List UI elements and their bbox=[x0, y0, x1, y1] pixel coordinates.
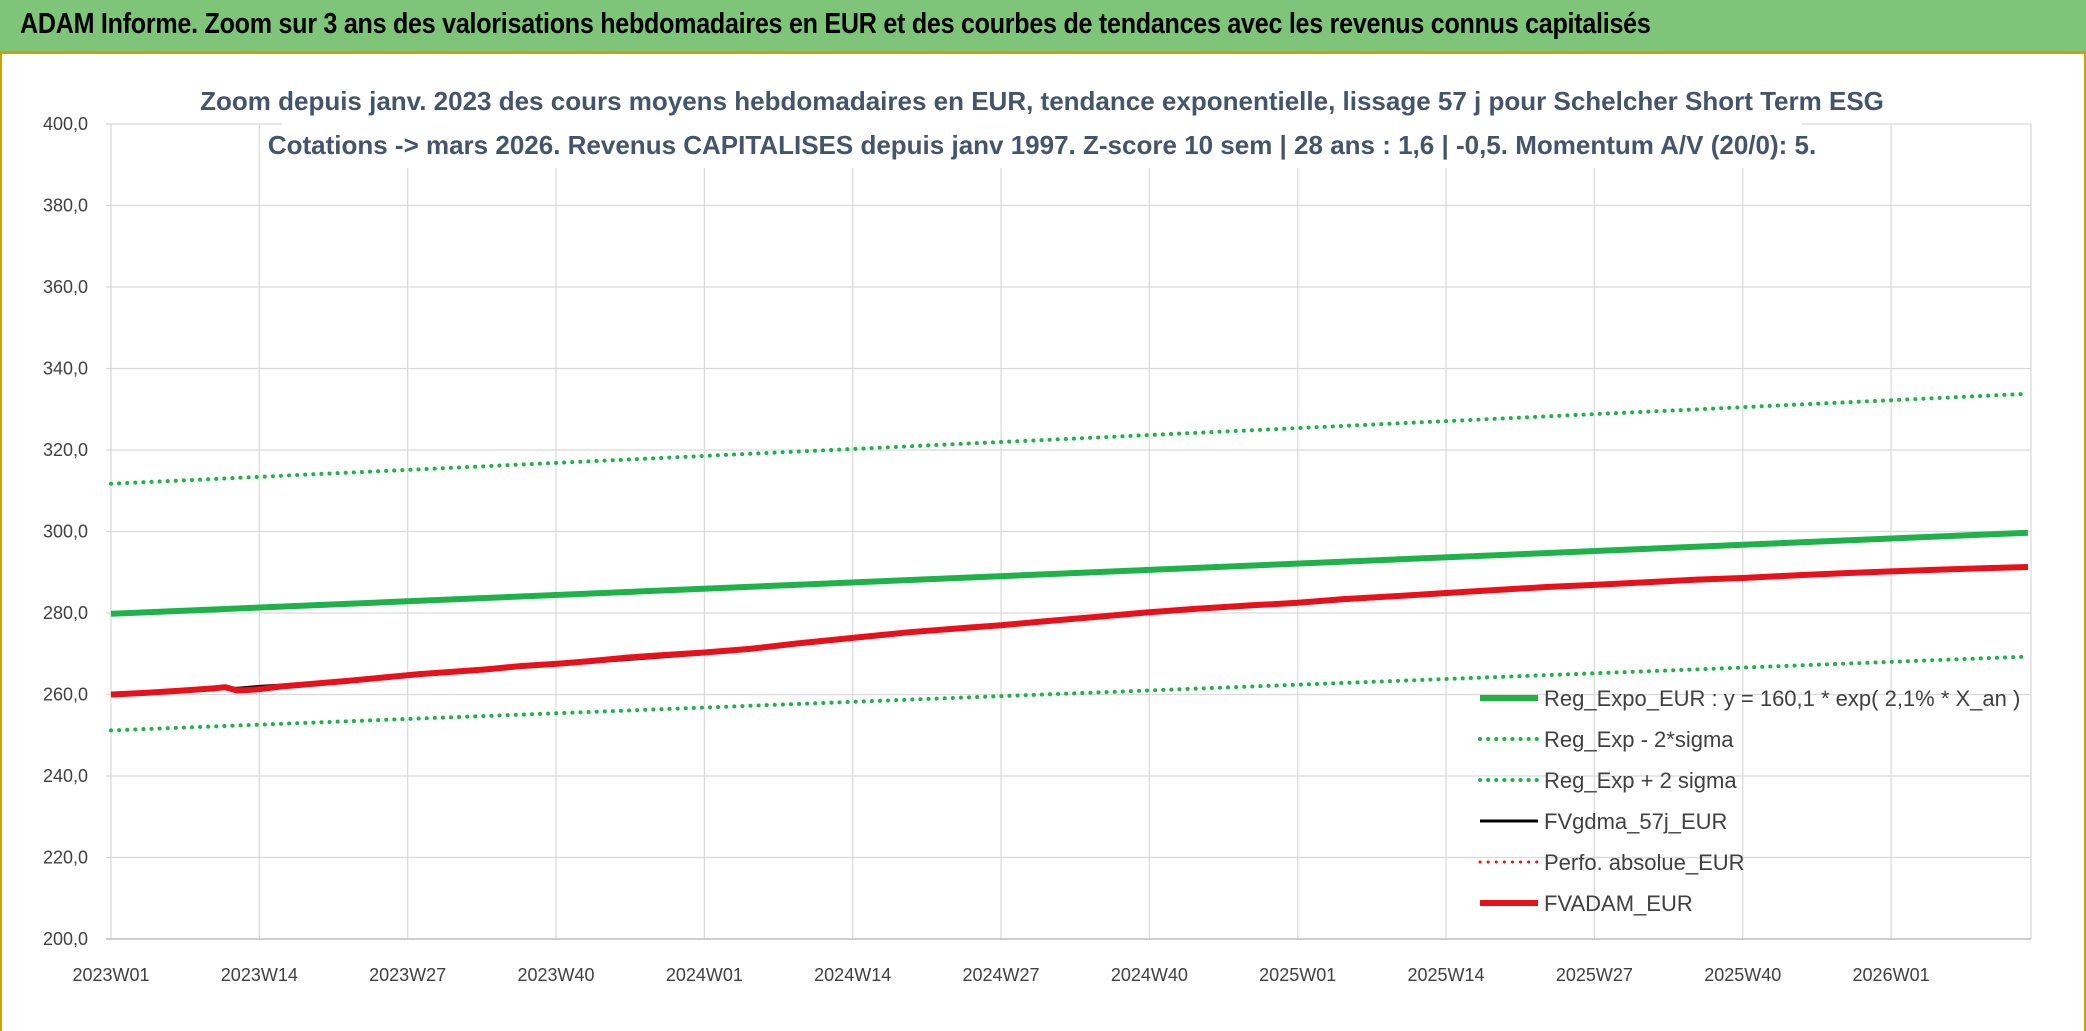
y-tick-label: 260,0 bbox=[43, 685, 88, 705]
report-title: ADAM Informe. Zoom sur 3 ans des valoris… bbox=[20, 8, 1651, 40]
legend-label: FVADAM_EUR bbox=[1544, 891, 1693, 916]
legend-label: FVgdma_57j_EUR bbox=[1544, 809, 1727, 834]
x-tick-label: 2023W40 bbox=[517, 965, 594, 985]
x-tick-label: 2025W01 bbox=[1259, 965, 1336, 985]
chart-legend: Reg_Expo_EUR : y = 160,1 * exp( 2,1% * X… bbox=[1478, 686, 2020, 916]
x-tick-label: 2025W27 bbox=[1556, 965, 1633, 985]
chart-title-line1: Zoom depuis janv. 2023 des cours moyens … bbox=[200, 86, 1884, 116]
y-tick-label: 300,0 bbox=[43, 522, 88, 542]
report-banner: ADAM Informe. Zoom sur 3 ans des valoris… bbox=[0, 0, 2086, 54]
legend-label: Perfo. absolue_EUR bbox=[1544, 850, 1745, 875]
x-tick-label: 2026W01 bbox=[1853, 965, 1930, 985]
legend-label: Reg_Exp + 2 sigma bbox=[1544, 768, 1737, 793]
x-tick-label: 2024W27 bbox=[963, 965, 1040, 985]
y-tick-label: 400,0 bbox=[43, 114, 88, 134]
series-line bbox=[110, 564, 2029, 698]
chart-titles: Zoom depuis janv. 2023 des cours moyens … bbox=[200, 78, 1884, 168]
x-tick-label: 2024W14 bbox=[814, 965, 891, 985]
x-tick-label: 2023W01 bbox=[72, 965, 149, 985]
chart-grid bbox=[106, 123, 2032, 940]
x-tick-label: 2025W14 bbox=[1408, 965, 1485, 985]
legend-label: Reg_Exp - 2*sigma bbox=[1544, 727, 1734, 752]
chart-series bbox=[109, 391, 2030, 733]
x-tick-label: 2024W40 bbox=[1111, 965, 1188, 985]
y-tick-label: 200,0 bbox=[43, 929, 88, 949]
y-tick-label: 220,0 bbox=[43, 848, 88, 868]
chart-title-background bbox=[282, 78, 1802, 168]
y-tick-label: 320,0 bbox=[43, 440, 88, 460]
x-tick-label: 2024W01 bbox=[666, 965, 743, 985]
x-tick-label: 2025W40 bbox=[1704, 965, 1781, 985]
chart-axes: 200,0 220,0 240,0 260,0 280,0 300,0 320,0 340,0… bbox=[43, 114, 2031, 985]
series-line bbox=[109, 391, 2030, 486]
y-tick-label: 380,0 bbox=[43, 196, 88, 216]
y-tick-label: 340,0 bbox=[43, 359, 88, 379]
legend-label: Reg_Expo_EUR : y = 160,1 * exp( 2,1% * X… bbox=[1544, 686, 2020, 711]
y-tick-label: 360,0 bbox=[43, 277, 88, 297]
chart-frame bbox=[0, 54, 2086, 1031]
series-line bbox=[110, 529, 2029, 617]
x-tick-label: 2023W14 bbox=[221, 965, 298, 985]
chart-title-line2: Cotations -> mars 2026. Revenus CAPITALI… bbox=[268, 130, 1816, 160]
x-tick-label: 2023W27 bbox=[369, 965, 446, 985]
y-tick-label: 280,0 bbox=[43, 603, 88, 623]
y-tick-label: 240,0 bbox=[43, 766, 88, 786]
